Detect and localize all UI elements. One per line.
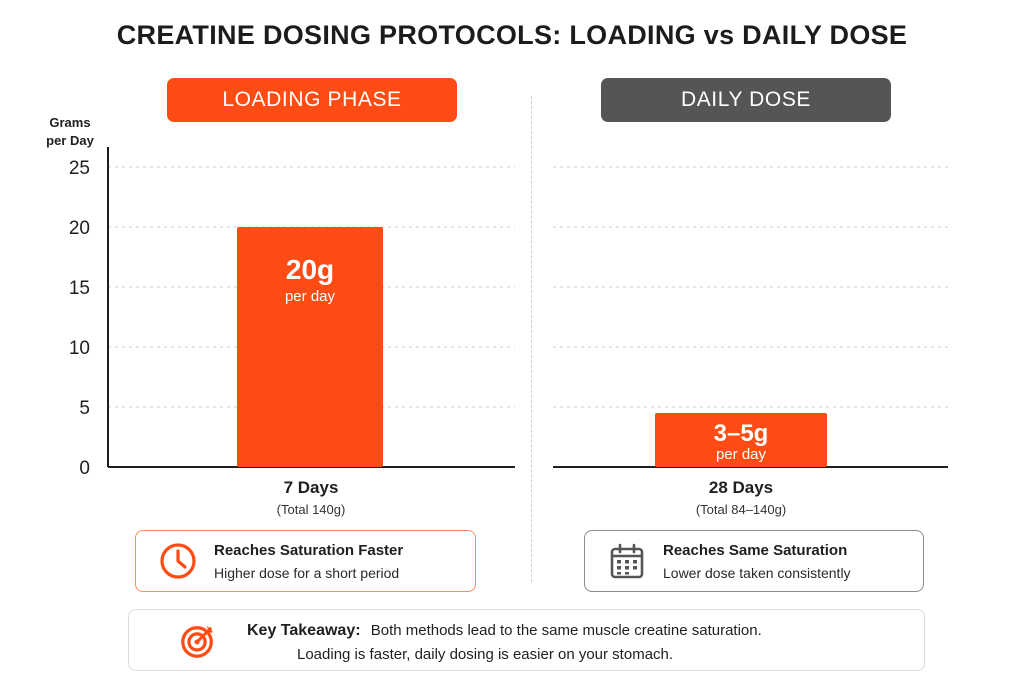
bar bbox=[237, 227, 383, 467]
y-tick-label: 15 bbox=[69, 278, 90, 299]
bar-value-label: 3–5g bbox=[714, 420, 769, 447]
daily-info-desc: Lower dose taken consistently bbox=[663, 564, 851, 581]
y-axis-label: Grams bbox=[49, 115, 90, 130]
loading-info-box: Reaches Saturation Faster Higher dose fo… bbox=[135, 530, 476, 592]
bar bbox=[655, 413, 827, 467]
clock-icon bbox=[160, 543, 196, 579]
bar-unit-label: per day bbox=[716, 446, 767, 463]
y-tick-label: 10 bbox=[69, 338, 90, 359]
loading-phase-header: LOADING PHASE bbox=[167, 78, 457, 122]
y-tick-label: 0 bbox=[79, 458, 90, 479]
takeaway-line-1: Both methods lead to the same muscle cre… bbox=[370, 622, 762, 639]
takeaway-label: Key Takeaway: bbox=[247, 622, 361, 639]
y-axis-label: per Day bbox=[46, 133, 94, 148]
bar-value-label: 20g bbox=[286, 254, 334, 285]
daily-dose-header: DAILY DOSE bbox=[601, 78, 891, 122]
y-tick-label: 20 bbox=[69, 218, 90, 239]
panel-divider bbox=[531, 96, 532, 582]
daily-info-title: Reaches Same Saturation bbox=[663, 541, 848, 559]
x-category-sub-daily: (Total 84–140g) bbox=[695, 502, 787, 517]
y-tick-label: 5 bbox=[79, 398, 90, 419]
target-icon bbox=[181, 625, 214, 658]
chart-title: CREATINE DOSING PROTOCOLS: LOADING vs DA… bbox=[116, 20, 908, 50]
loading-info-title: Reaches Saturation Faster bbox=[214, 541, 404, 559]
y-tick-label: 25 bbox=[69, 158, 90, 179]
calendar-icon bbox=[610, 543, 644, 579]
key-takeaway-box: Key Takeaway: Both methods lead to the s… bbox=[128, 609, 925, 671]
loading-info-desc: Higher dose for a short period bbox=[214, 564, 400, 581]
x-category-loading: 7 Days bbox=[283, 478, 339, 497]
takeaway-line-2: Loading is faster, daily dosing is easie… bbox=[297, 646, 674, 663]
bar-unit-label: per day bbox=[285, 288, 336, 305]
x-category-sub-loading: (Total 140g) bbox=[276, 502, 346, 517]
daily-info-box: Reaches Same Saturation Lower dose taken… bbox=[584, 530, 924, 592]
x-category-daily: 28 Days bbox=[708, 478, 774, 497]
